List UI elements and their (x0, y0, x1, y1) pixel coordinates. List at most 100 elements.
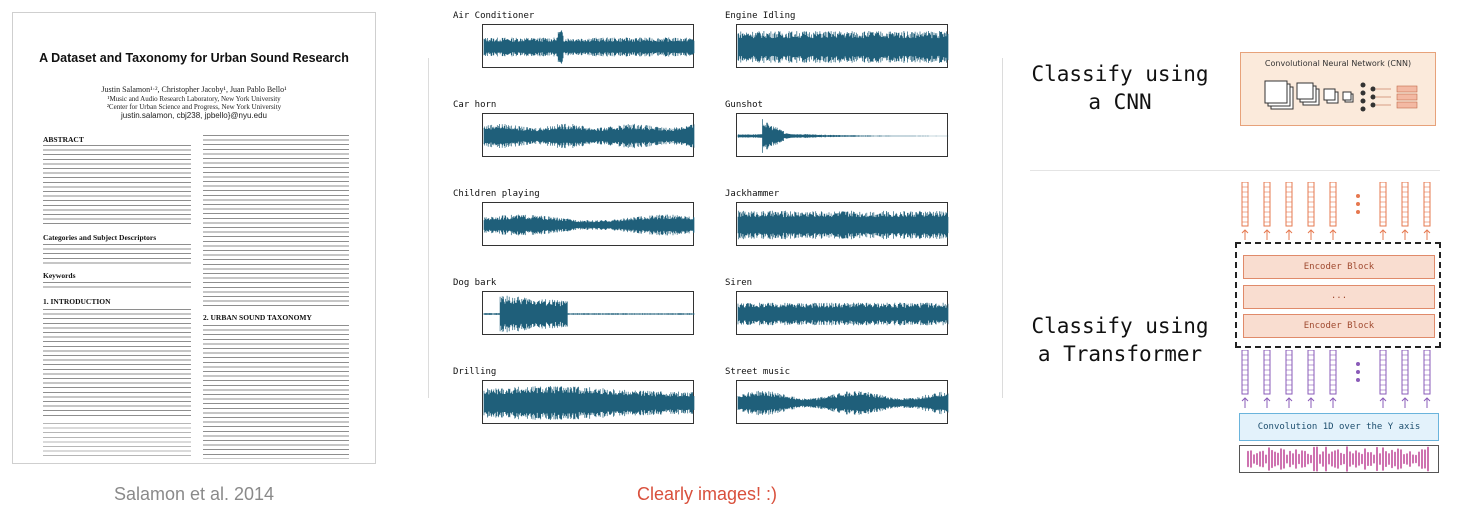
token-vector (1329, 182, 1337, 227)
right-column-text-1 (203, 135, 349, 307)
waveform-signal (737, 390, 949, 416)
token-vector (1423, 182, 1431, 227)
up-arrow-icon (1423, 229, 1431, 240)
waveform-caption: Clearly images! :) (636, 484, 778, 504)
keywords-text (43, 282, 191, 288)
audio-signal (1247, 446, 1429, 472)
token-vector (1379, 350, 1387, 395)
waveform-plot (736, 24, 949, 68)
ellipsis-dot (1356, 202, 1360, 206)
section-keywords: Keywords (43, 271, 76, 280)
up-arrow-icon (1379, 229, 1387, 240)
footnote-text (43, 423, 191, 459)
token-vector (1285, 182, 1293, 227)
waveform-signal (737, 119, 949, 153)
waveform-plot (482, 113, 695, 157)
waveform-title: Street music (725, 367, 791, 377)
encoder-block: Encoder Block (1243, 255, 1435, 279)
waveform-plot (736, 113, 949, 157)
categories-text (43, 244, 191, 266)
waveform-title: Siren (725, 278, 753, 288)
token-vector (1263, 182, 1271, 227)
introduction-text (43, 309, 191, 417)
section-introduction: 1. INTRODUCTION (43, 297, 111, 306)
up-arrow-icon (1401, 397, 1409, 408)
paper-authors: Justin Salamon¹·², Christopher Jacoby¹, … (101, 85, 287, 94)
paper-emails: justin.salamon, cbj238, jpbello}@nyu.edu (121, 111, 267, 120)
section-taxonomy: 2. URBAN SOUND TAXONOMY (203, 313, 312, 322)
encoder-stack (1235, 242, 1441, 348)
up-arrow-icon (1329, 397, 1337, 408)
up-arrow-icon (1263, 229, 1271, 240)
right-column-text-2 (203, 325, 349, 459)
cnn-layers-icon (1264, 80, 1418, 112)
audio-waveform (1239, 445, 1439, 473)
transformer-label: Classify using a Transformer (1031, 314, 1209, 366)
waveform-plot (482, 291, 695, 335)
token-vector (1307, 182, 1315, 227)
paper-title: A Dataset and Taxonomy for Urban Sound R… (39, 51, 349, 65)
waveform-plot (482, 380, 695, 424)
waveform-title: Car horn (453, 100, 497, 110)
paper-caption: Salamon et al. 2014 (113, 484, 275, 504)
up-arrow-icon (1307, 229, 1315, 240)
waveform-title: Drilling (453, 367, 497, 377)
encoder-block: Encoder Block (1243, 314, 1435, 338)
ellipsis-dot (1356, 370, 1360, 374)
token-vector (1241, 182, 1249, 227)
section-abstract: ABSTRACT (43, 135, 84, 144)
paper-affiliation-2: ²Center for Urban Science and Progress, … (106, 103, 282, 111)
encoder-ellipsis: ... (1243, 285, 1435, 309)
token-vector (1401, 182, 1409, 227)
waveform-signal (737, 31, 949, 63)
up-arrow-icon (1329, 229, 1337, 240)
waveform-plot (482, 24, 695, 68)
waveform-plot (736, 380, 949, 424)
ellipsis-dot (1356, 362, 1360, 366)
waveform-plot (736, 202, 949, 246)
waveform-title: Air Conditioner (453, 11, 535, 21)
waveform-title: Gunshot (725, 100, 763, 110)
up-arrow-icon (1379, 397, 1387, 408)
up-arrow-icon (1241, 397, 1249, 408)
abstract-text (43, 145, 191, 227)
ellipsis-dot (1356, 210, 1360, 214)
ellipsis-dot (1356, 378, 1360, 382)
paper-thumbnail: A Dataset and Taxonomy for Urban Sound R… (12, 12, 376, 464)
token-vector (1263, 350, 1271, 395)
divider-left (428, 58, 429, 398)
waveform-title: Children playing (453, 189, 540, 199)
token-vector (1241, 350, 1249, 395)
up-arrow-icon (1263, 397, 1271, 408)
up-arrow-icon (1401, 229, 1409, 240)
section-categories: Categories and Subject Descriptors (43, 233, 157, 242)
divider-right (1002, 58, 1003, 398)
audio-wave-icon (1247, 446, 1429, 472)
waveform-signal (737, 210, 949, 240)
up-arrow-icon (1307, 397, 1315, 408)
output-tokens (1241, 182, 1431, 240)
input-tokens (1241, 350, 1431, 408)
token-vector (1307, 350, 1315, 395)
waveform-signal (483, 30, 695, 64)
token-vector (1285, 350, 1293, 395)
waveform-title: Engine Idling (725, 11, 796, 21)
waveform-title: Dog bark (453, 278, 497, 288)
up-arrow-icon (1241, 229, 1249, 240)
divider-horizontal (1030, 170, 1440, 171)
token-vector (1423, 350, 1431, 395)
waveform-signal (483, 123, 695, 149)
up-arrow-icon (1423, 397, 1431, 408)
up-arrow-icon (1285, 229, 1293, 240)
up-arrow-icon (1285, 397, 1293, 408)
waveform-plot (482, 202, 695, 246)
cnn-title: Convolutional Neural Network (CNN) (1264, 59, 1412, 68)
waveform-signal (483, 214, 695, 236)
waveform-signal (737, 302, 949, 326)
waveform-title: Jackhammer (725, 189, 780, 199)
waveform-plot (736, 291, 949, 335)
cnn-label: Classify using a CNN (1031, 62, 1209, 114)
cnn-diagram: Convolutional Neural Network (CNN) (1240, 52, 1436, 126)
token-vector (1329, 350, 1337, 395)
ellipsis-dot (1356, 194, 1360, 198)
